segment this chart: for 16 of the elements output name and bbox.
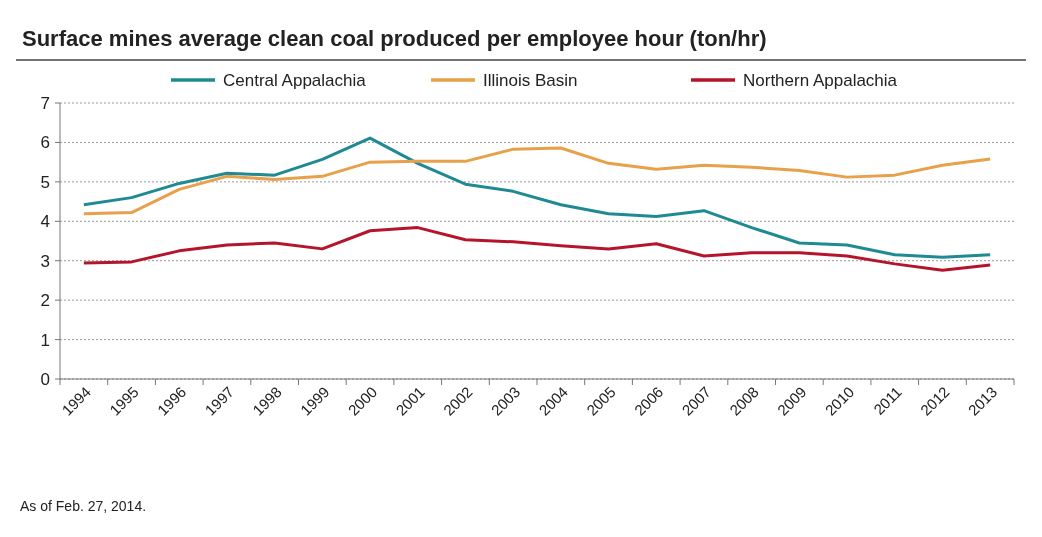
legend-label: Illinois Basin <box>483 71 578 90</box>
y-tick-label: 6 <box>40 133 50 153</box>
y-tick-label: 0 <box>40 370 50 389</box>
line-series <box>82 226 992 272</box>
text: As of Feb. 27, 2014. <box>20 498 147 514</box>
y-tick-label: 1 <box>40 330 50 350</box>
y-tick-label: 2 <box>40 291 50 311</box>
legend-label: Northern Appalachia <box>743 71 898 90</box>
line-series <box>82 136 992 259</box>
line-series <box>82 146 992 216</box>
legend-label: Central Appalachia <box>223 71 367 90</box>
y-tick-label: 7 <box>40 94 50 113</box>
chart-title: Surface mines average clean coal produced per employee hour (ton/hr) <box>22 26 767 51</box>
y-tick-label: 5 <box>40 172 50 192</box>
y-tick-label: 4 <box>40 212 50 232</box>
y-tick-label: 3 <box>40 251 50 271</box>
